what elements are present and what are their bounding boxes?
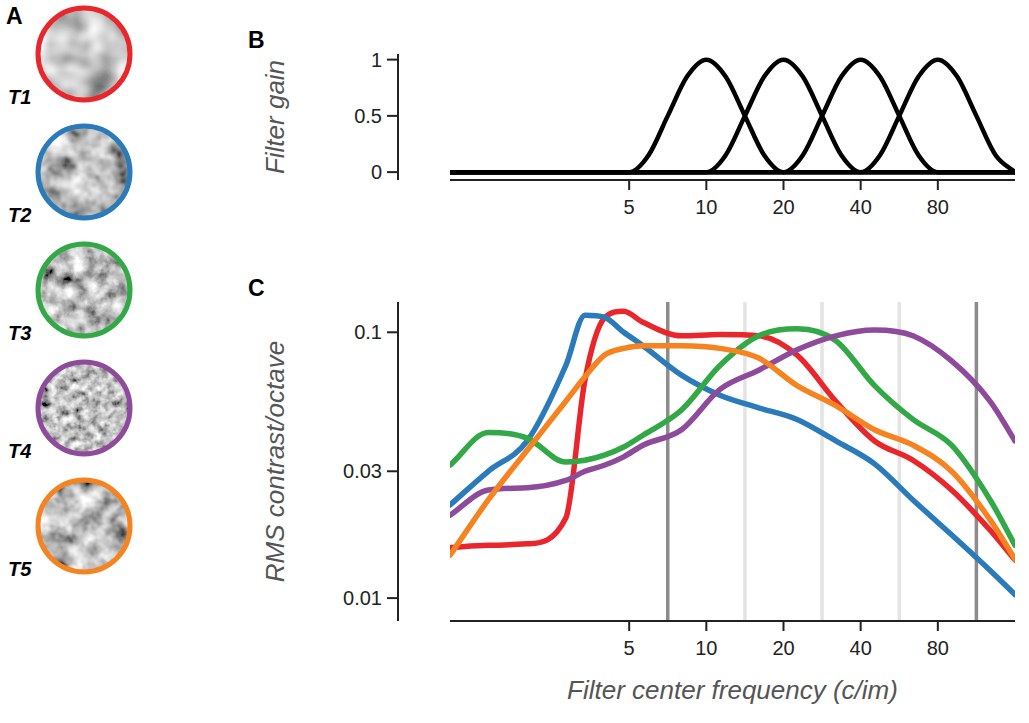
reference-line: [743, 302, 747, 621]
series-line: [450, 311, 1015, 560]
x-tick-label: 40: [850, 196, 872, 218]
y-tick: [387, 470, 398, 472]
panel-letter: A: [6, 3, 23, 29]
x-tick-label: 20: [772, 196, 794, 218]
y-tick: [387, 331, 398, 333]
x-tick: [783, 621, 785, 631]
reference-line: [820, 302, 824, 621]
texture-image: [38, 480, 130, 572]
texture-image: [38, 244, 130, 336]
x-tick-label: 80: [927, 637, 949, 659]
panel-0: B 0 0.5 1 Filter gain 5 10 20 40 80: [248, 27, 1015, 218]
figure: A T1 T2 T3 T4 T5 B 0 0.5 1 Filter gain 5 10 20 40 80 C 0.…: [0, 0, 1029, 723]
x-axis-title: Filter center frequency (c/im): [567, 675, 898, 705]
texture-image: [38, 8, 130, 100]
x-tick: [628, 180, 630, 190]
panel-1: C 0.01 0.03 0.1 RMS contrast/octave 5 10 20 40 80…: [248, 275, 1015, 705]
texture-image: [38, 362, 130, 454]
x-axis-line: [450, 620, 1015, 622]
texture-ring: [38, 480, 130, 572]
panel-letter: C: [248, 275, 265, 301]
y-tick: [387, 115, 398, 117]
y-axis-line: [397, 302, 399, 621]
texture-ring: [38, 126, 130, 218]
plot-area: [450, 60, 1015, 173]
y-axis-title: RMS contrast/octave: [260, 341, 290, 582]
x-tick: [628, 621, 630, 631]
x-tick: [705, 180, 707, 190]
texture-label: T1: [8, 86, 31, 108]
x-tick-label: 80: [927, 196, 949, 218]
x-tick: [783, 180, 785, 190]
y-axis-title: Filter gain: [260, 60, 290, 174]
y-tick-label: 0: [371, 161, 382, 183]
x-tick-label: 10: [695, 196, 717, 218]
series-line: [450, 60, 1015, 173]
reference-line: [666, 302, 670, 621]
y-tick-label: 1: [371, 49, 382, 71]
series-line: [450, 60, 1015, 173]
x-tick-label: 10: [695, 637, 717, 659]
series-line: [450, 60, 1015, 173]
texture-ring: [38, 8, 130, 100]
x-tick: [860, 621, 862, 631]
y-tick-label: 0.03: [343, 460, 382, 482]
y-axis-line: [397, 54, 399, 180]
texture-ring: [38, 362, 130, 454]
texture-label: T2: [8, 204, 31, 226]
plot-area: [450, 302, 1015, 621]
x-tick-label: 5: [624, 196, 635, 218]
x-tick: [705, 621, 707, 631]
y-tick: [387, 597, 398, 599]
x-tick-label: 40: [850, 637, 872, 659]
texture-label: T4: [8, 440, 31, 462]
x-tick: [937, 621, 939, 631]
y-tick-label: 0.5: [354, 105, 382, 127]
texture-ring: [38, 244, 130, 336]
x-tick-label: 5: [624, 637, 635, 659]
panel-letter: B: [248, 27, 265, 53]
x-tick: [937, 180, 939, 190]
y-tick: [387, 59, 398, 61]
reference-line: [975, 302, 979, 621]
y-tick-label: 0.01: [343, 587, 382, 609]
x-axis-line: [450, 179, 1015, 181]
series-line: [450, 346, 1015, 560]
texture-image: [38, 126, 130, 218]
series-line: [450, 315, 1015, 595]
x-tick-label: 20: [772, 637, 794, 659]
panel-a: A T1 T2 T3 T4 T5: [6, 3, 130, 580]
texture-label: T3: [8, 322, 31, 344]
texture-label: T5: [8, 558, 32, 580]
series-line: [450, 60, 1015, 173]
reference-line: [898, 302, 902, 621]
series-line: [450, 330, 1015, 515]
y-tick: [387, 171, 398, 173]
x-tick: [860, 180, 862, 190]
y-tick-label: 0.1: [354, 321, 382, 343]
